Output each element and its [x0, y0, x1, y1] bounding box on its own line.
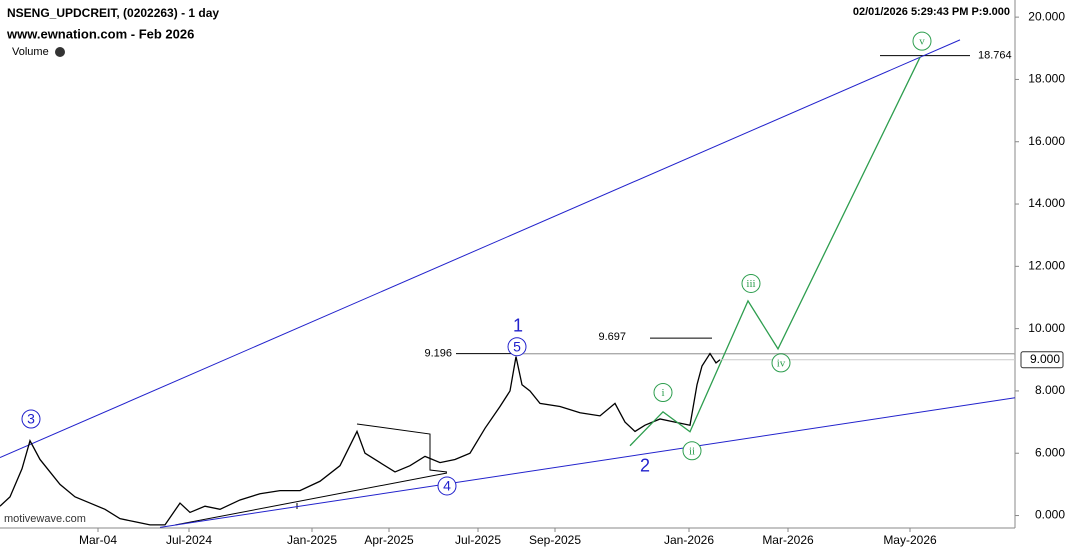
series-line	[0, 352, 721, 526]
timestamp: 02/01/2026 5:29:43 PM P:9.000	[853, 6, 1010, 18]
triangle-line	[174, 472, 448, 526]
y-tick-label: 16.000	[1028, 134, 1065, 148]
trendline	[159, 397, 1016, 528]
x-tick-label: Mar-2026	[762, 533, 814, 547]
wave-circle	[507, 337, 527, 357]
watermark: motivewave.com	[4, 513, 86, 525]
wave-label: 3	[27, 411, 35, 427]
x-tick-label: Jan-2026	[664, 533, 714, 547]
y-tick-label: 8.000	[1035, 383, 1065, 397]
wave-label: 2	[640, 455, 650, 475]
volume-label: Volume	[12, 46, 49, 58]
wave-circle	[741, 273, 761, 293]
x-tick-label: May-2026	[883, 533, 937, 547]
wave-circle	[682, 441, 702, 461]
level-label: 9.697	[598, 331, 626, 343]
x-tick-label: Jul-2024	[166, 533, 212, 547]
y-tick-label: 0.000	[1035, 508, 1065, 522]
x-tick-label: Jul-2025	[455, 533, 501, 547]
triangle-line	[356, 423, 448, 473]
wave-circle	[771, 353, 791, 373]
x-tick-label: Jan-2025	[287, 533, 337, 547]
wave-label: ii	[689, 445, 695, 457]
x-tick-label: Sep-2025	[529, 533, 581, 547]
wave-circle	[653, 382, 673, 402]
wave-label: v	[919, 36, 925, 48]
price-box	[1020, 351, 1064, 369]
wave-circle	[21, 409, 41, 429]
y-tick-label: 10.000	[1028, 321, 1065, 335]
y-tick-label: 18.000	[1028, 72, 1065, 86]
wave-label: iii	[746, 278, 755, 290]
wave-label: 1	[513, 315, 523, 335]
wave-label: iv	[777, 357, 786, 369]
x-tick-label: Mar-04	[79, 533, 117, 547]
y-tick-label: 20.000	[1028, 9, 1065, 23]
wave-label: i	[661, 387, 664, 399]
y-tick-label: 6.000	[1035, 445, 1065, 459]
settings-icon[interactable]	[55, 47, 65, 57]
wave-circle	[437, 476, 457, 496]
y-tick-label: 14.000	[1028, 196, 1065, 210]
wave-label: 4	[443, 478, 451, 494]
price-box-label: 9.000	[1030, 352, 1060, 366]
x-tick-label: Apr-2025	[364, 533, 414, 547]
wave-circle	[912, 31, 932, 51]
series-line	[629, 57, 921, 447]
chart-title: NSENG_UPDCREIT, (0202263) - 1 day	[7, 6, 219, 20]
trendline	[0, 39, 961, 459]
chart-subtitle: www.ewnation.com - Feb 2026	[6, 26, 194, 41]
level-label: 9.196	[424, 348, 452, 360]
level-label: 18.764	[978, 50, 1012, 62]
y-tick-label: 12.000	[1028, 259, 1065, 273]
wave-label: 5	[513, 338, 521, 354]
